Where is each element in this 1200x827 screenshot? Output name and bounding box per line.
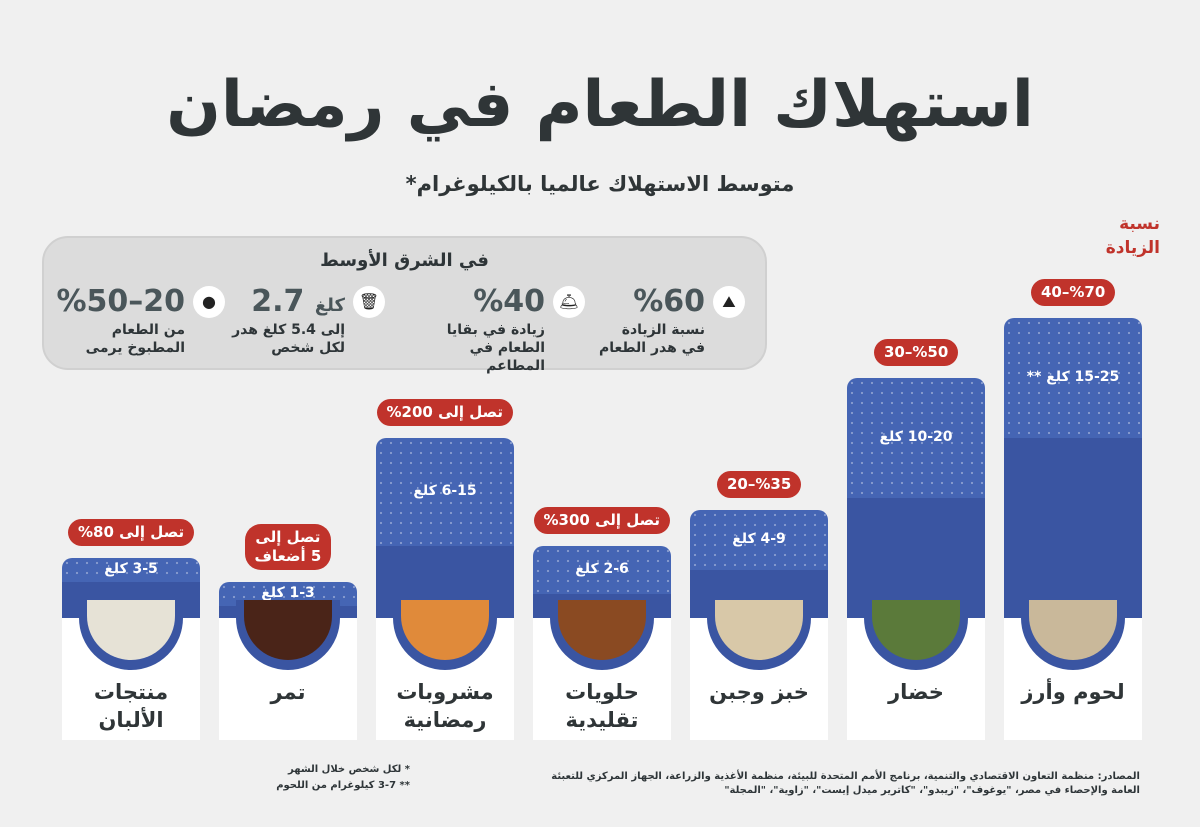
stat-description: من الطعام المطبوخ يرمى (85, 322, 185, 356)
increase-badge: تصل إلى 200% (376, 399, 514, 426)
bar-max-segment (847, 378, 985, 498)
stat-unit: كلغ (314, 295, 345, 316)
bar-min-segment (1004, 438, 1142, 618)
category-label: منتجات الألبان (93, 680, 169, 732)
increase-badge: %50–30 (874, 339, 959, 366)
increase-badge: تصل إلى 300% (533, 507, 671, 534)
stat-value: %60 (633, 284, 705, 319)
category-label: لحوم وأرز (1021, 680, 1125, 704)
bar-max-segment (690, 510, 828, 570)
bar-max-segment (533, 546, 671, 594)
stat-item: 🗑 كلغ 2.7 إلى 5.4 كلغ هدر لكل شخص (215, 284, 385, 357)
increase-badge: %70–40 (1031, 279, 1116, 306)
middle-east-title: في الشرق الأوسط (320, 250, 489, 271)
plate-image (236, 600, 340, 670)
page-title: استهلاك الطعام في رمضان (166, 68, 1034, 142)
subtitle: متوسط الاستهلاك عالميا بالكيلوغرام* (405, 172, 795, 196)
stat-value: %50–20 (56, 284, 185, 319)
increase-badge: تصل إلى 80% (68, 519, 195, 546)
garbage-pile-icon: ⛰ (713, 285, 745, 318)
footnote: ** 3-7 كيلوغرام من اللحوم (276, 780, 410, 791)
food-cloche-icon: 🛎 (553, 285, 585, 318)
category-label: حلويات تقليدية (565, 680, 639, 732)
footnotes: * لكل شخص خلال الشهر ** 3-7 كيلوغرام من … (270, 762, 410, 794)
bar-max-segment (1004, 318, 1142, 438)
increase-badge: %35–20 (717, 471, 802, 498)
increase-header: نسبة الزيادة (1105, 214, 1160, 258)
stat-value: كلغ 2.7 (251, 284, 345, 319)
sources: المصادر: منظمة التعاون الاقتصادي والتنمي… (551, 771, 1140, 796)
bar-value-label: 1-3 كلغ (261, 585, 315, 601)
plate-image (79, 600, 183, 670)
stat-description: زيادة في بقايا الطعام في المطاعم (446, 322, 545, 374)
bar-value-label: 2-6 كلغ (575, 561, 629, 577)
bar-value-label: 6-15 كلغ (413, 483, 477, 499)
stat-description: نسبة الزيادة في هدر الطعام (598, 322, 705, 356)
stat-value: %40 (473, 284, 545, 319)
bar-value-label: 15-25 كلغ ** (1026, 369, 1120, 385)
stat-item: 🛎 %40 زيادة في بقايا الطعام في المطاعم (415, 284, 585, 375)
category-label: مشروبات رمضانية (396, 680, 494, 732)
stat-item: ● %50–20 من الطعام المطبوخ يرمى (55, 284, 225, 357)
bar-max-segment (376, 438, 514, 546)
stat-item: ⛰ %60 نسبة الزيادة في هدر الطعام (575, 284, 745, 357)
category-label: خضار (888, 680, 944, 704)
middle-east-panel: في الشرق الأوسط ⛰ %60 نسبة الزيادة في هدر… (42, 236, 767, 374)
bar-min-segment (847, 498, 985, 618)
footnote: * لكل شخص خلال الشهر (288, 764, 410, 775)
trash-bin-icon: 🗑 (353, 285, 385, 318)
stat-description: إلى 5.4 كلغ هدر لكل شخص (232, 322, 345, 356)
category-label: خبز وجبن (709, 680, 809, 704)
plate-food-icon: ● (193, 285, 225, 318)
category-label: تمر (270, 680, 306, 704)
bar-value-label: 4-9 كلغ (732, 531, 786, 547)
bar-max-segment (62, 558, 200, 582)
bar-value-label: 10-20 كلغ (879, 429, 953, 445)
increase-badge: تصل إلى 5 أضعاف (244, 524, 332, 570)
bar-value-label: 3-5 كلغ (104, 561, 158, 577)
